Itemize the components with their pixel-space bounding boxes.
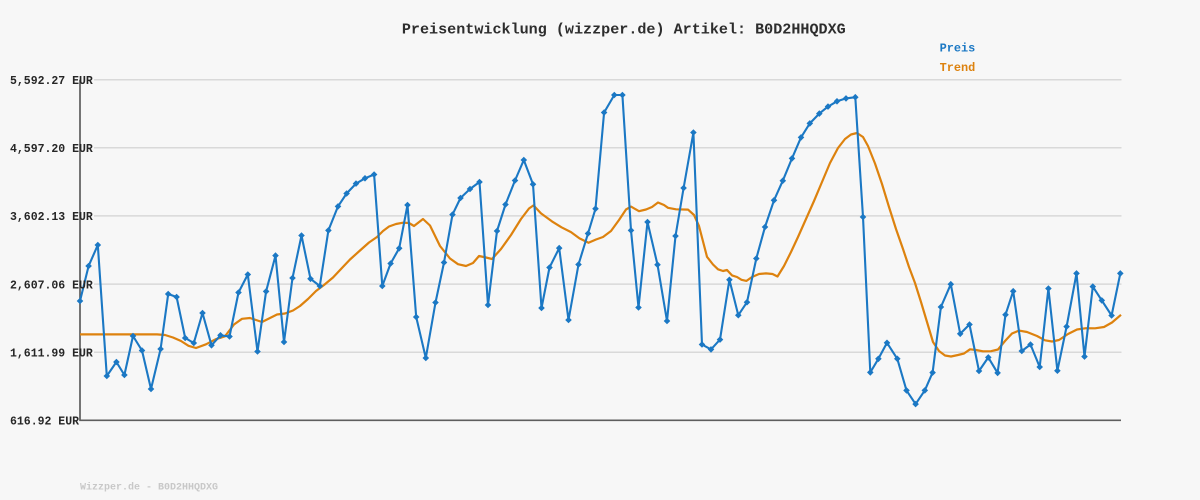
svg-text:Wizzper.de - B0D2HHQDXG: Wizzper.de - B0D2HHQDXG <box>80 482 218 494</box>
svg-text:5,592.27 EUR: 5,592.27 EUR <box>10 75 93 88</box>
svg-text:Preis: Preis <box>940 42 976 56</box>
svg-text:Trend: Trend <box>940 61 976 75</box>
svg-text:3,602.13 EUR: 3,602.13 EUR <box>10 211 93 224</box>
svg-text:Preisentwicklung (wizzper.de): Preisentwicklung (wizzper.de) Artikel: B… <box>402 21 846 39</box>
svg-text:616.92 EUR: 616.92 EUR <box>10 416 79 429</box>
svg-text:1,611.99 EUR: 1,611.99 EUR <box>10 348 93 361</box>
svg-text:4,597.20 EUR: 4,597.20 EUR <box>10 143 93 156</box>
svg-text:2,607.06 EUR: 2,607.06 EUR <box>10 279 93 292</box>
